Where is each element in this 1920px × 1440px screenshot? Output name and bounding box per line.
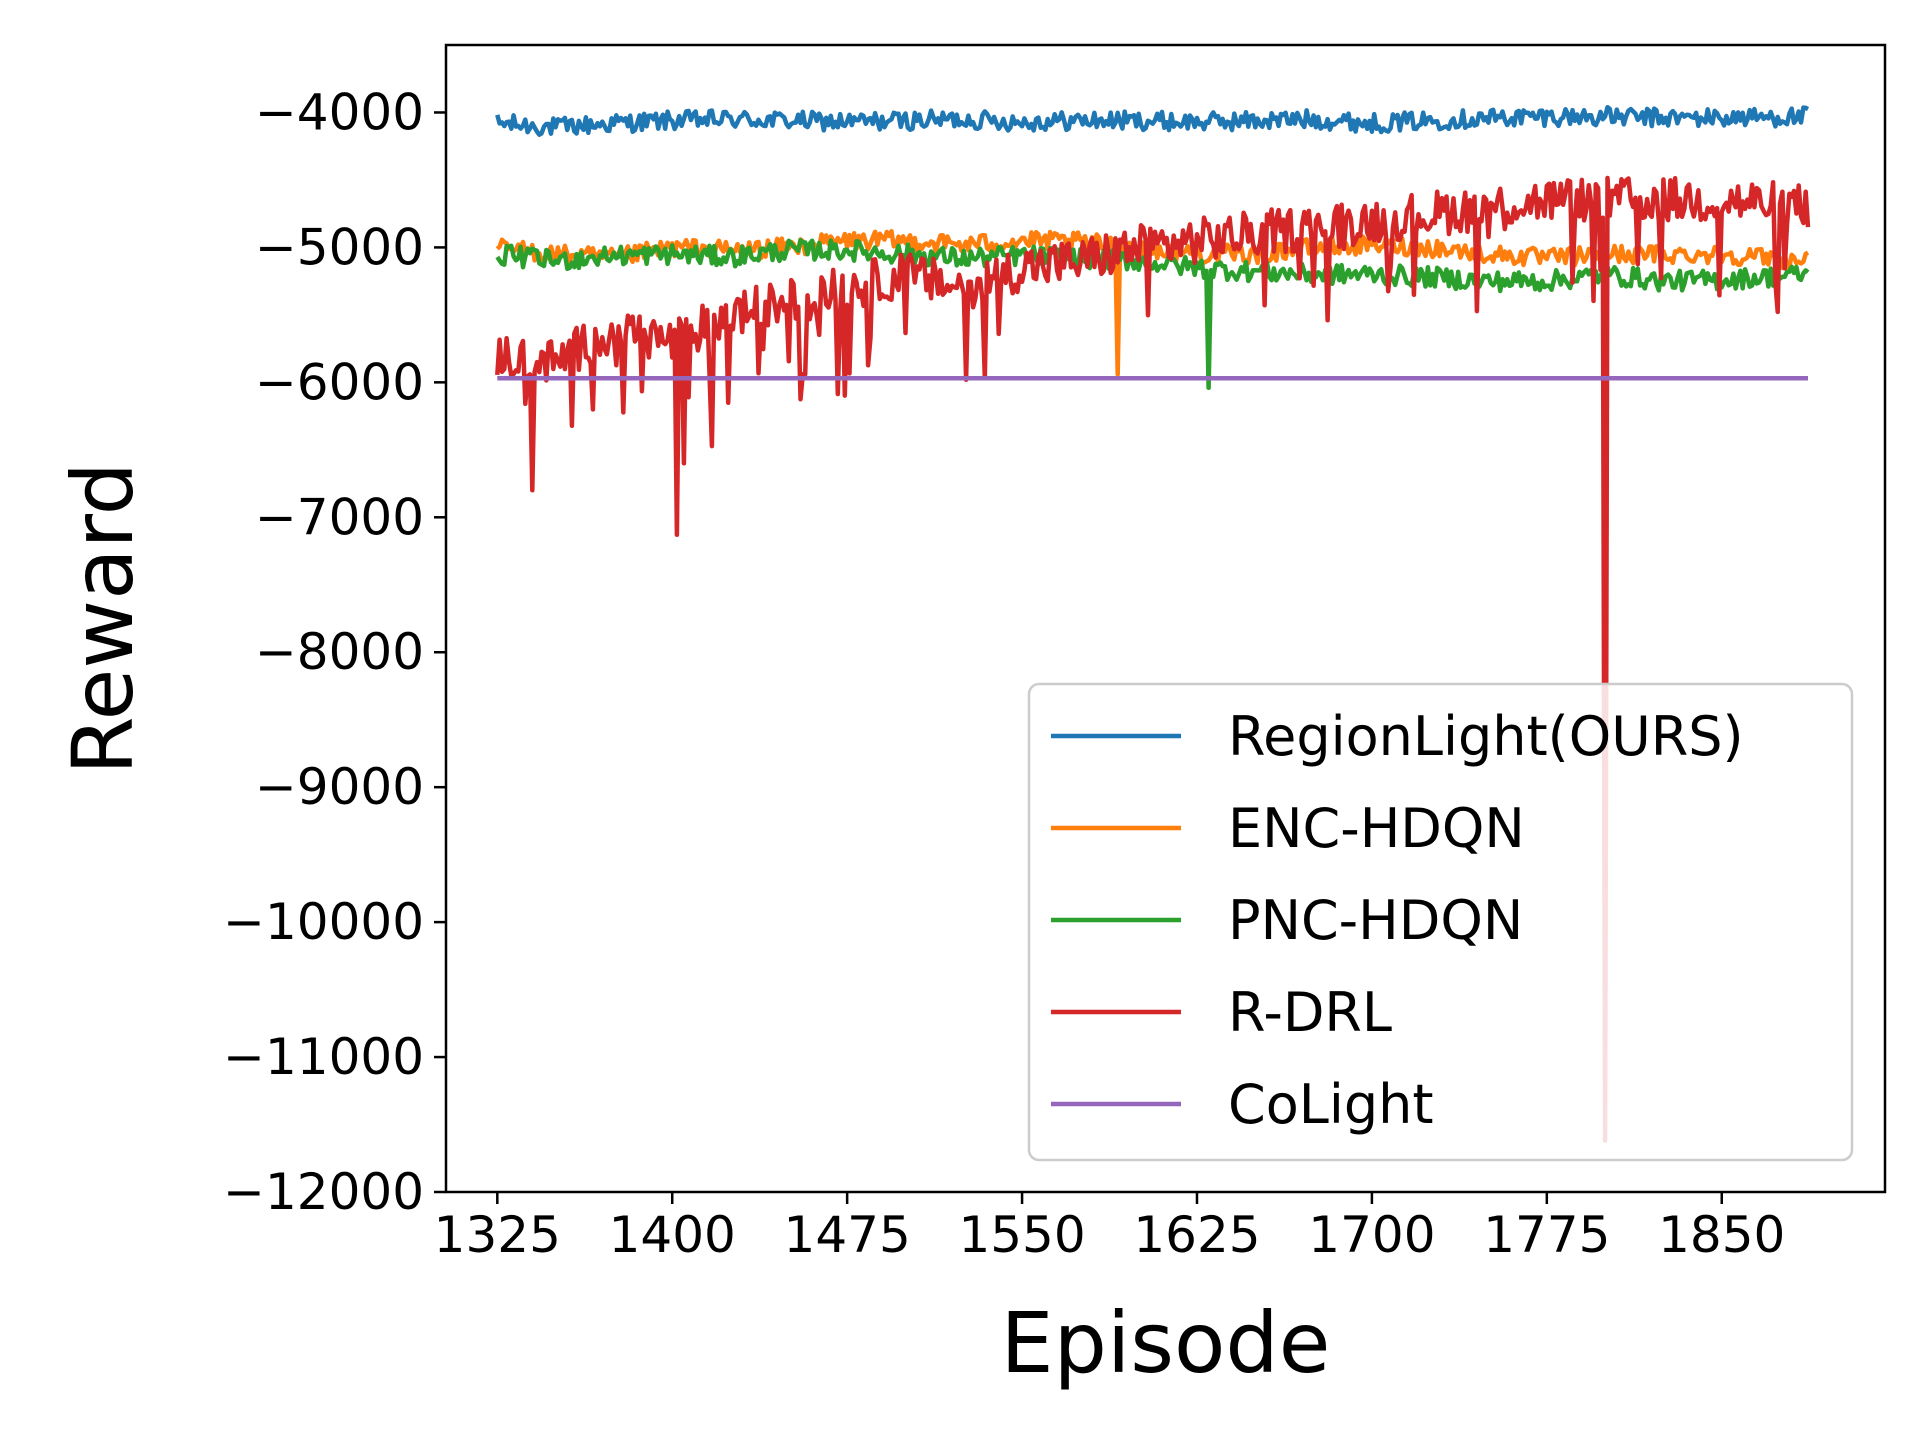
x-tick-label: 1400 [609,1206,736,1264]
y-tick-label: −6000 [255,353,424,411]
y-tick-label: −11000 [223,1028,424,1086]
axes-layer: 1325 1400 1475 1550 1625 1700 1775 1850 −4000 −50… [223,43,1887,1264]
series-line-pnc-hdqn [495,237,1810,391]
legend-label: RegionLight(OURS) [1228,705,1744,768]
legend-box [1027,682,1854,1162]
x-tick-label: 1325 [434,1206,561,1264]
legend-label: R-DRL [1228,981,1392,1044]
series-layer [495,104,1811,1143]
x-tick-label: 1475 [784,1206,911,1264]
y-tick-label: −7000 [255,488,424,546]
x-axis-title: Episode [1001,1294,1331,1392]
y-tick-label: −12000 [223,1163,424,1221]
legend-label: PNC-HDQN [1228,889,1523,952]
legend-label: ENC-HDQN [1228,797,1525,860]
plot-frame [444,43,1887,1194]
x-tick-label: 1625 [1133,1206,1260,1264]
y-tick-label: −5000 [255,218,424,276]
y-tick-label: −8000 [255,623,424,681]
series-line-regionlight-ours [495,104,1810,137]
y-axis-title: Reward [54,462,152,775]
x-tick-label: 1850 [1658,1206,1785,1264]
x-tick-label: 1775 [1483,1206,1610,1264]
series-line-r-drl [495,175,1811,1143]
x-tick-label: 1700 [1308,1206,1435,1264]
y-tick-label: −10000 [223,893,424,951]
legend: RegionLight(OURS) ENC-HDQN PNC-HDQN R-DRL Co… [1027,682,1854,1162]
legend-label: CoLight [1228,1073,1434,1136]
y-tick-label: −9000 [255,758,424,816]
x-tick-label: 1550 [958,1206,1085,1264]
y-tick-label: −4000 [255,83,424,141]
